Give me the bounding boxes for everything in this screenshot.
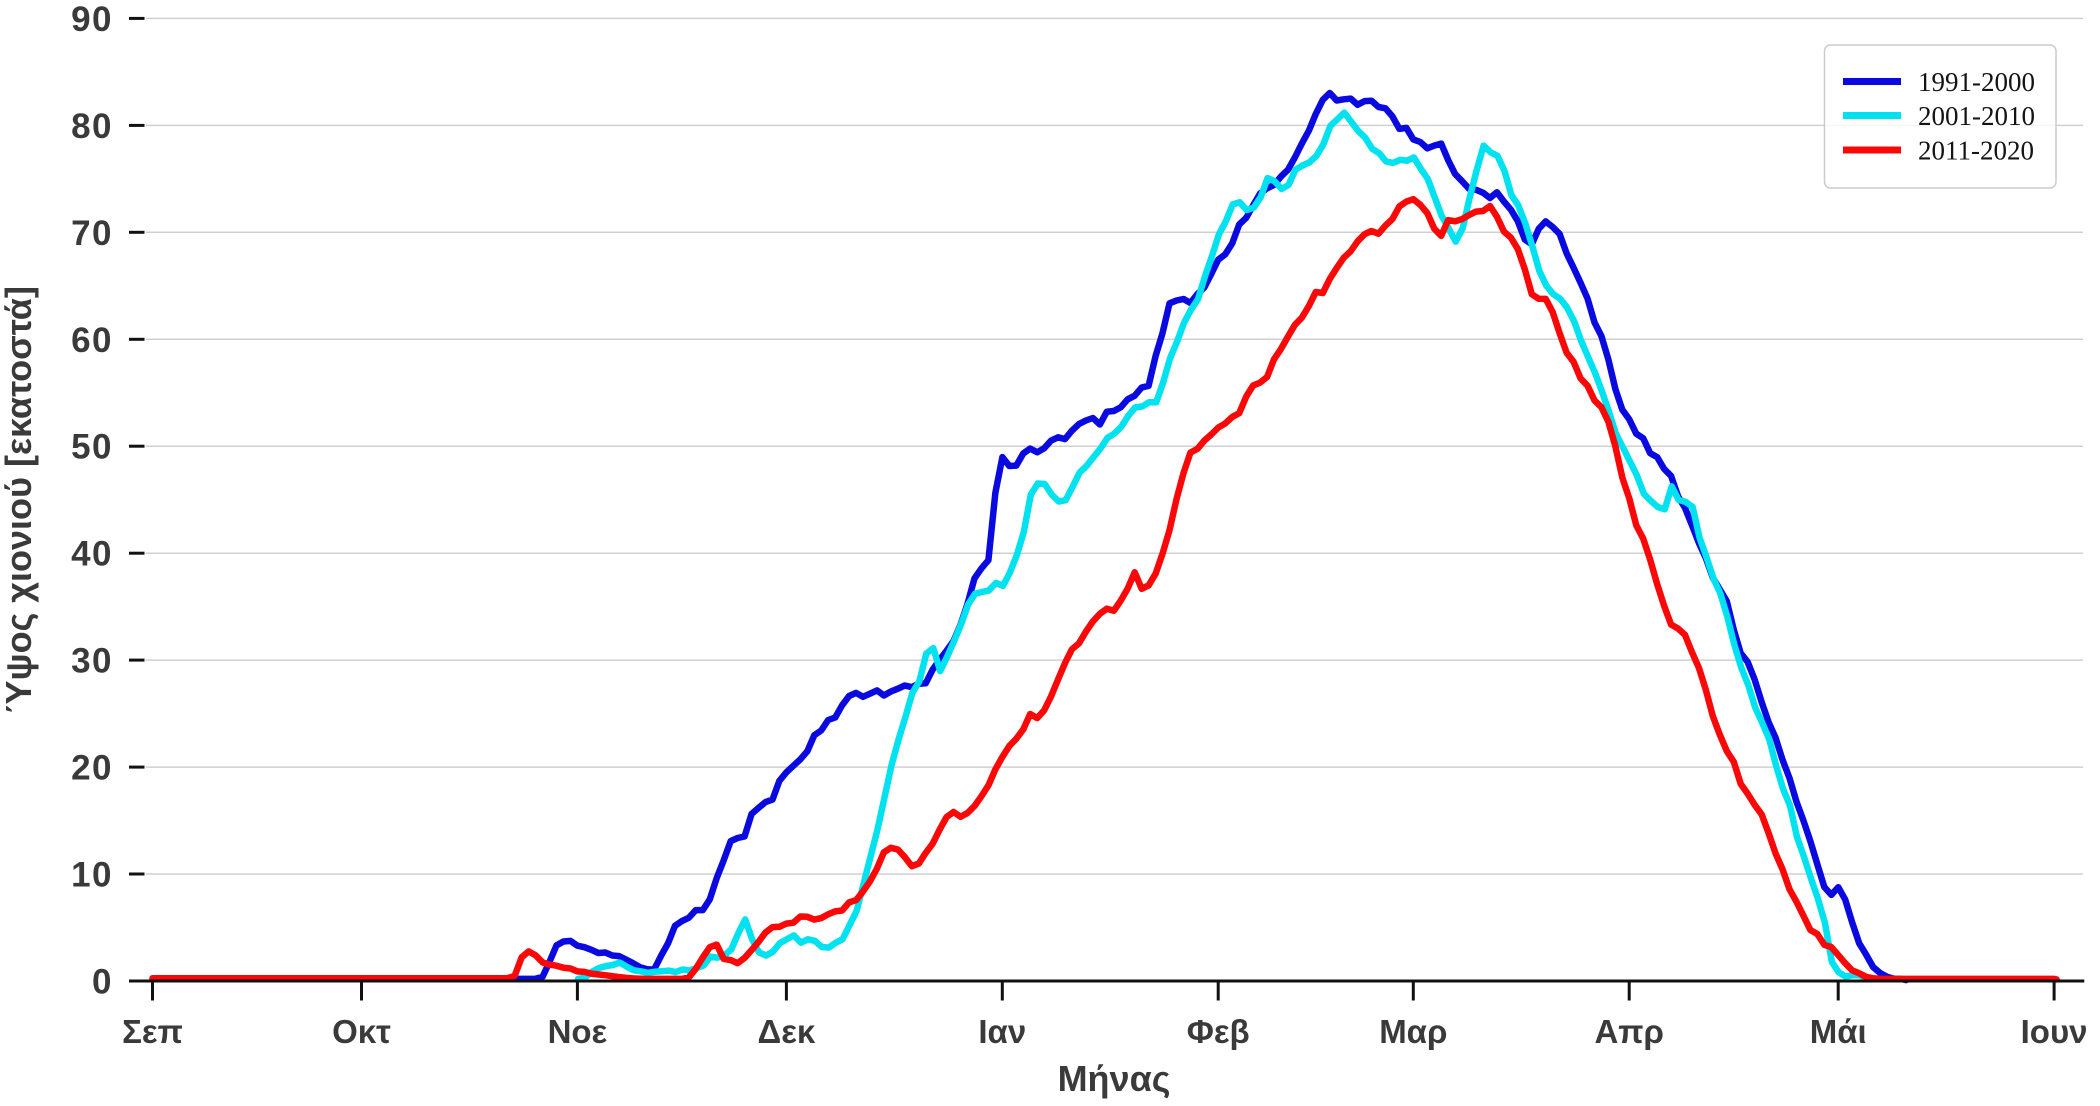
svg-text:Ιουν: Ιουν	[2021, 1013, 2088, 1050]
svg-text:30: 30	[71, 642, 113, 681]
svg-text:40: 40	[71, 535, 113, 574]
svg-text:2001-2010: 2001-2010	[1918, 101, 2035, 131]
svg-text:20: 20	[71, 749, 113, 788]
svg-text:Φεβ: Φεβ	[1187, 1013, 1250, 1050]
svg-text:Ύψος χιονιού [εκατοστά]: Ύψος χιονιού [εκατοστά]	[0, 286, 39, 714]
svg-text:60: 60	[71, 321, 113, 360]
svg-text:0: 0	[92, 963, 113, 1002]
svg-text:Απρ: Απρ	[1594, 1013, 1664, 1050]
svg-text:Δεκ: Δεκ	[758, 1013, 816, 1050]
svg-text:1991-2000: 1991-2000	[1918, 67, 2035, 97]
svg-text:10: 10	[71, 856, 113, 895]
svg-text:Μήνας: Μήνας	[1058, 1058, 1171, 1099]
svg-text:50: 50	[71, 428, 113, 467]
svg-text:Μαρ: Μαρ	[1379, 1013, 1447, 1050]
svg-text:Νοε: Νοε	[548, 1013, 608, 1050]
svg-text:70: 70	[71, 214, 113, 253]
svg-text:Ιαν: Ιαν	[978, 1013, 1026, 1050]
svg-text:80: 80	[71, 107, 113, 146]
svg-text:Μάι: Μάι	[1810, 1013, 1867, 1050]
svg-text:2011-2020: 2011-2020	[1918, 136, 2034, 166]
svg-text:90: 90	[71, 0, 113, 39]
svg-text:Οκτ: Οκτ	[332, 1013, 391, 1050]
svg-text:Σεπ: Σεπ	[122, 1013, 183, 1050]
